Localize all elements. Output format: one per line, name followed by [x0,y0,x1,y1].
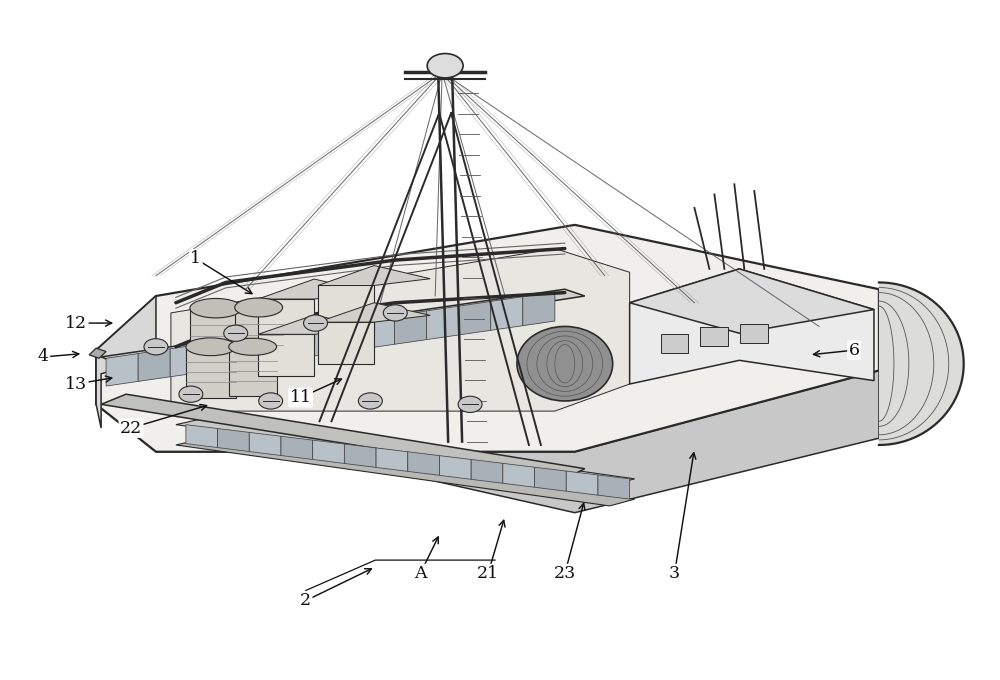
Polygon shape [190,308,242,364]
Polygon shape [318,265,430,286]
Circle shape [383,305,407,321]
Polygon shape [344,444,376,467]
FancyBboxPatch shape [700,327,728,346]
Ellipse shape [517,326,613,401]
Polygon shape [258,279,370,299]
FancyBboxPatch shape [258,335,314,376]
Polygon shape [176,418,635,486]
Polygon shape [427,306,459,339]
Polygon shape [408,452,439,475]
Polygon shape [630,269,874,333]
Ellipse shape [190,299,242,318]
Ellipse shape [229,338,277,356]
Text: 2: 2 [300,592,311,609]
Polygon shape [630,269,874,384]
Circle shape [259,393,283,409]
Polygon shape [96,371,879,513]
Text: 1: 1 [190,250,201,267]
Polygon shape [471,460,503,483]
Polygon shape [106,354,138,386]
Polygon shape [503,463,535,488]
FancyBboxPatch shape [258,299,314,343]
Polygon shape [439,456,471,479]
Ellipse shape [235,298,283,317]
Polygon shape [491,296,523,330]
Circle shape [427,54,463,78]
Polygon shape [101,289,585,367]
Polygon shape [96,296,156,428]
FancyBboxPatch shape [661,334,688,353]
Polygon shape [176,438,635,506]
Polygon shape [879,282,964,445]
Polygon shape [171,249,630,411]
Polygon shape [234,335,266,367]
Polygon shape [318,303,430,322]
Polygon shape [330,320,363,354]
Circle shape [224,325,248,341]
Text: 21: 21 [477,565,499,582]
Polygon shape [235,307,283,362]
Text: 3: 3 [669,565,680,582]
Text: 12: 12 [65,315,87,332]
FancyBboxPatch shape [318,286,374,330]
Polygon shape [523,292,555,326]
Polygon shape [186,424,218,447]
Polygon shape [170,344,202,377]
Polygon shape [89,348,106,358]
Polygon shape [229,347,277,396]
Text: 13: 13 [65,375,87,392]
Circle shape [179,386,203,403]
Polygon shape [535,467,566,491]
Polygon shape [566,471,598,495]
Polygon shape [313,440,344,464]
FancyBboxPatch shape [740,324,768,343]
Circle shape [144,339,168,355]
Polygon shape [395,311,427,344]
Text: 22: 22 [120,420,142,437]
Polygon shape [138,349,170,381]
Polygon shape [218,428,249,452]
Polygon shape [186,347,236,398]
FancyBboxPatch shape [318,322,374,364]
Circle shape [458,396,482,413]
Text: A: A [414,565,426,582]
Polygon shape [101,394,585,479]
Polygon shape [298,325,330,358]
Text: 11: 11 [290,389,312,406]
Polygon shape [266,330,298,363]
Circle shape [304,315,327,331]
Polygon shape [258,315,370,335]
Circle shape [358,393,382,409]
Ellipse shape [186,338,236,356]
Text: 4: 4 [38,348,49,365]
Polygon shape [598,475,630,499]
Polygon shape [363,316,395,349]
Text: 6: 6 [849,341,860,358]
Polygon shape [376,448,408,471]
Polygon shape [281,437,313,460]
Text: 23: 23 [554,565,576,582]
Polygon shape [459,301,491,335]
Polygon shape [202,339,234,372]
Polygon shape [249,432,281,456]
Polygon shape [96,225,879,452]
